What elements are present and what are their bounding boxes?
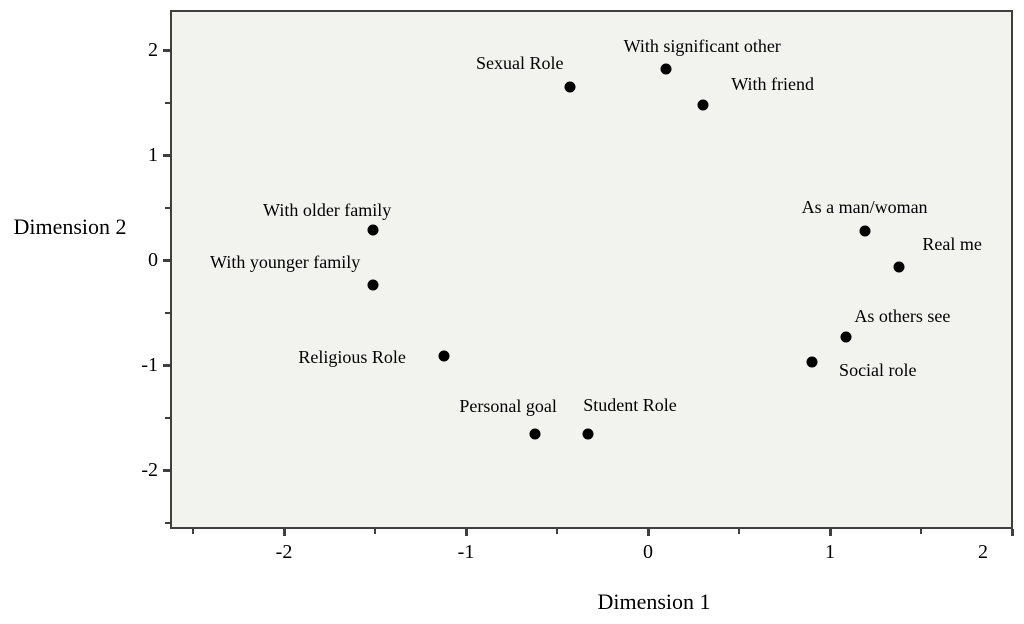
data-point: [367, 224, 379, 236]
y-tick-label: 1: [148, 144, 158, 166]
x-axis-tick: [828, 529, 832, 536]
data-point: [582, 428, 594, 440]
point-label: As others see: [854, 305, 951, 326]
x-axis-tick: [464, 529, 468, 536]
y-axis-tick: [163, 153, 170, 157]
y-axis-minor-tick: [165, 311, 170, 314]
data-point: [529, 428, 541, 440]
x-axis-tick: [1010, 529, 1014, 536]
point-label: Student Role: [583, 395, 677, 416]
point-label: With younger family: [210, 252, 361, 273]
x-axis-minor-tick: [192, 529, 194, 534]
x-axis-tick: [646, 529, 650, 536]
x-axis-minor-tick: [556, 529, 558, 534]
y-axis-tick: [163, 363, 170, 367]
data-point: [893, 261, 905, 273]
point-label: With significant other: [623, 35, 781, 56]
y-axis-tick: [163, 258, 170, 262]
point-label: Religious Role: [298, 346, 406, 367]
x-axis-minor-tick: [920, 529, 922, 534]
y-axis-tick: [163, 48, 170, 52]
x-axis-minor-tick: [738, 529, 740, 534]
point-label: Real me: [922, 234, 982, 255]
x-axis-minor-tick: [374, 529, 376, 534]
data-point: [806, 356, 818, 368]
x-tick-label: 2: [978, 541, 988, 563]
point-label: With friend: [731, 73, 814, 94]
data-point: [660, 63, 672, 75]
x-axis-title: Dimension 1: [597, 589, 711, 614]
x-tick-label: 1: [825, 541, 835, 563]
point-label: As a man/woman: [801, 196, 928, 217]
data-point: [859, 225, 871, 237]
y-tick-label: 2: [148, 39, 158, 61]
y-tick-label: -1: [141, 354, 158, 376]
y-axis-title: Dimension 2: [13, 214, 127, 239]
y-axis-minor-tick: [165, 416, 170, 419]
y-axis-minor-tick: [165, 206, 170, 209]
point-label: With older family: [263, 199, 392, 220]
y-tick-label: -2: [141, 459, 158, 481]
data-point: [438, 350, 450, 362]
point-label: Personal goal: [459, 396, 557, 417]
plot-area: [170, 10, 1013, 529]
y-axis-minor-tick: [165, 101, 170, 104]
data-point: [564, 81, 576, 93]
y-axis-tick: [163, 468, 170, 472]
data-point: [840, 331, 852, 343]
x-axis-tick: [282, 529, 286, 536]
x-tick-label: -2: [275, 541, 293, 563]
data-point: [367, 279, 379, 291]
x-tick-label: 0: [643, 541, 653, 563]
point-label: Social role: [839, 359, 917, 380]
data-point: [697, 99, 709, 111]
y-tick-label: 0: [148, 249, 158, 271]
x-tick-label: -1: [457, 541, 475, 563]
point-label: Sexual Role: [475, 52, 564, 73]
y-axis-minor-tick: [165, 521, 170, 524]
